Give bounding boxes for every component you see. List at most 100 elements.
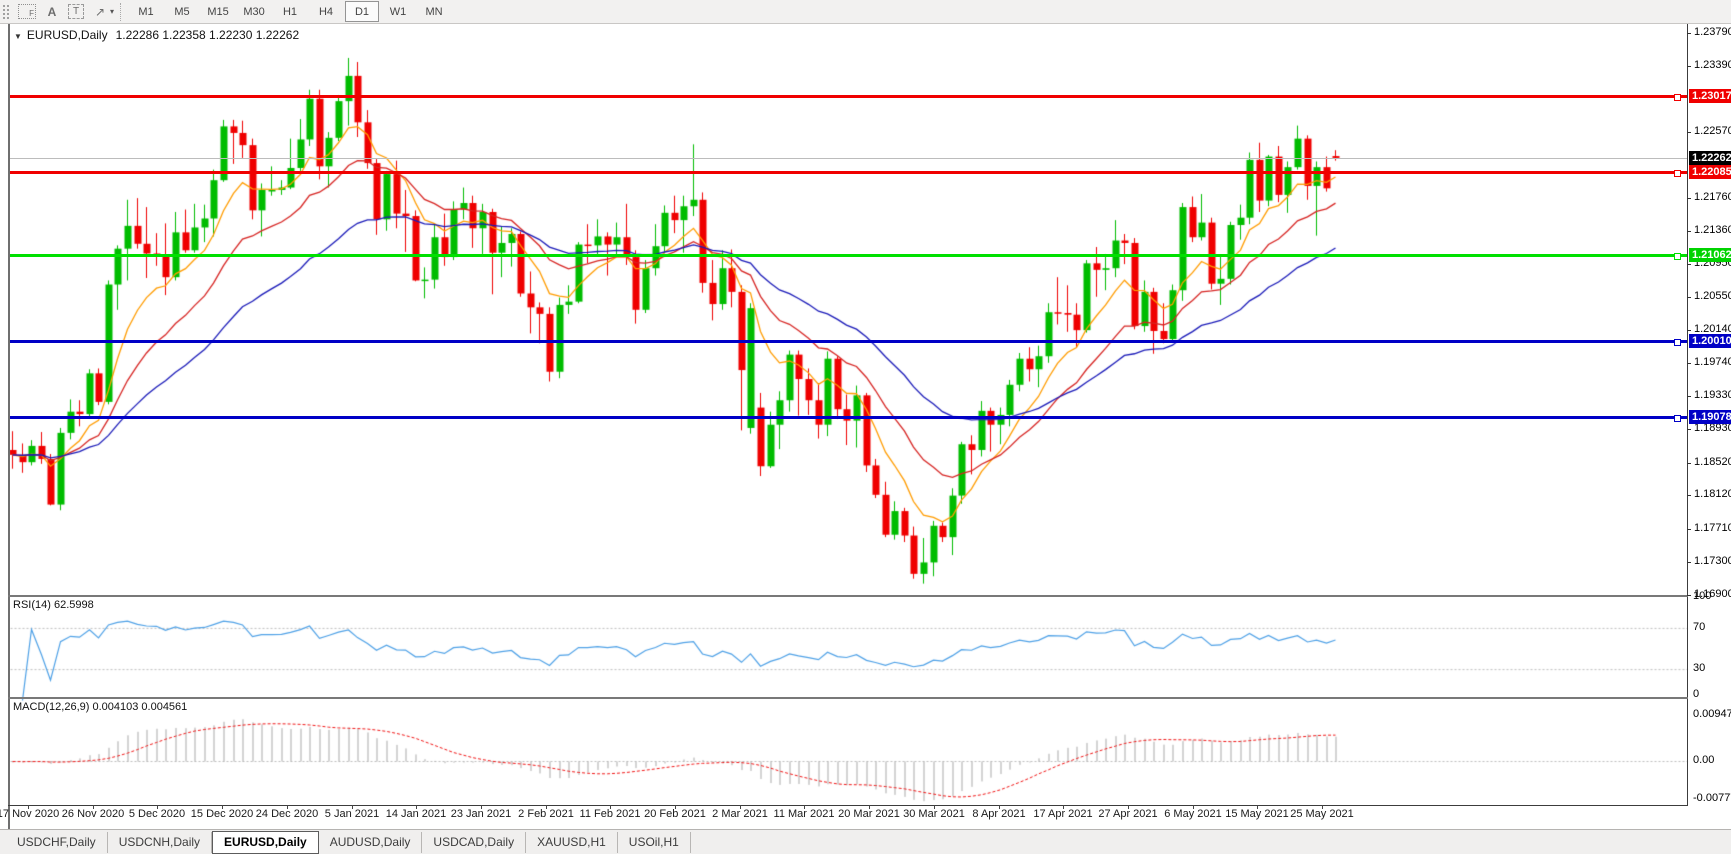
price-tick-label: 1.23390 <box>1694 59 1731 71</box>
price-tick-mark <box>1687 33 1691 34</box>
date-label: 15 May 2021 <box>1225 808 1289 820</box>
date-label: 8 Apr 2021 <box>972 808 1026 820</box>
date-tick-mark <box>1193 805 1194 809</box>
hline-handle[interactable] <box>1674 339 1681 346</box>
price-tick-mark <box>1687 132 1691 133</box>
price-tick-label: 1.18930 <box>1694 422 1731 434</box>
price-tick-mark <box>1687 231 1691 232</box>
chart-title: ▼ EURUSD,Daily 1.22286 1.22358 1.22230 1.2… <box>14 28 299 42</box>
price-axis-border <box>1687 23 1688 806</box>
date-axis-border <box>8 805 1688 806</box>
price-tick-mark <box>1687 595 1691 596</box>
horizontal-line-1.21062[interactable] <box>10 254 1687 257</box>
price-tick-label: 1.22570 <box>1694 125 1731 137</box>
toolbar-grip[interactable] <box>2 3 11 20</box>
date-label: 11 Feb 2021 <box>579 808 641 820</box>
price-line-label-1.19078: 1.19078 <box>1689 410 1731 424</box>
price-line-label-1.21062: 1.21062 <box>1689 248 1731 262</box>
date-tick-mark <box>1322 805 1323 809</box>
timeframe-button-h1[interactable]: H1 <box>282 5 298 18</box>
date-tick-mark <box>93 805 94 809</box>
price-tick-label: 1.19740 <box>1694 356 1731 368</box>
price-tick-label: 1.18120 <box>1694 488 1731 500</box>
date-label: 27 Apr 2021 <box>1098 808 1158 820</box>
price-tick-label: 1.19330 <box>1694 389 1731 401</box>
price-tick-label: 1.17300 <box>1694 555 1731 567</box>
chart-tab-usdchf-daily[interactable]: USDCHF,Daily <box>6 831 108 853</box>
timeframe-button-mn[interactable]: MN <box>425 5 443 18</box>
date-tick-mark <box>610 805 611 809</box>
chart-window-left-border <box>8 23 10 829</box>
dropdown-caret-icon[interactable]: ▾ <box>110 7 115 16</box>
chart-tab-audusd-daily[interactable]: AUDUSD,Daily <box>319 831 423 853</box>
price-line-label-1.22262: 1.22262 <box>1689 151 1731 165</box>
chart-tab-xauusd-h1[interactable]: XAUUSD,H1 <box>526 831 618 853</box>
timeframe-button-h4[interactable]: H4 <box>318 5 334 18</box>
date-tick-mark <box>481 805 482 809</box>
price-tick-label: 1.18520 <box>1694 456 1731 468</box>
price-tick-label: 1.23790 <box>1694 26 1731 38</box>
date-tick-mark <box>546 805 547 809</box>
rsi-pane-separator[interactable] <box>8 595 1688 597</box>
date-label: 14 Jan 2021 <box>385 808 447 820</box>
timeframe-button-m15[interactable]: M15 <box>207 5 229 18</box>
horizontal-line-1.2001[interactable] <box>10 340 1687 343</box>
macd-pane-separator[interactable] <box>8 697 1688 699</box>
timeframe-button-m30[interactable]: M30 <box>243 5 265 18</box>
date-label: 2 Mar 2021 <box>712 808 768 820</box>
date-tick-mark <box>222 805 223 809</box>
date-tick-mark <box>416 805 417 809</box>
timeframe-button-m1[interactable]: M1 <box>138 5 154 18</box>
collapse-icon[interactable]: ▼ <box>14 32 22 41</box>
date-tick-mark <box>287 805 288 809</box>
date-tick-mark <box>869 805 870 809</box>
hline-handle[interactable] <box>1674 415 1681 422</box>
date-label: 6 May 2021 <box>1164 808 1222 820</box>
timeframe-button-d1[interactable]: D1 <box>345 1 380 22</box>
macd-axis-label: -0.007778 <box>1693 791 1731 804</box>
rsi-axis-label: 30 <box>1693 662 1706 675</box>
date-label: 15 Dec 2020 <box>190 808 254 820</box>
price-tick-mark <box>1687 66 1691 67</box>
rsi-axis-label: 100 <box>1693 590 1712 602</box>
date-label: 17 Nov 2020 <box>0 808 60 820</box>
price-tick-mark <box>1687 463 1691 464</box>
chart-tab-usdcnh-daily[interactable]: USDCNH,Daily <box>108 831 213 853</box>
hline-handle[interactable] <box>1674 170 1681 177</box>
price-tick-label: 1.20140 <box>1694 323 1731 335</box>
date-tick-mark <box>1063 805 1064 809</box>
date-label: 25 May 2021 <box>1290 808 1354 820</box>
date-tick-mark <box>28 805 29 809</box>
timeframe-button-w1[interactable]: W1 <box>389 5 407 18</box>
date-tick-mark <box>740 805 741 809</box>
fibonacci-grid-icon[interactable]: F <box>18 4 36 19</box>
text-label-icon[interactable]: A <box>47 4 57 19</box>
price-tick-mark <box>1687 330 1691 331</box>
chart-tab-bar: USDCHF,Daily USDCNH,Daily EURUSD,Daily AUDU… <box>0 829 1731 854</box>
rsi-axis-label: 0 <box>1693 688 1700 700</box>
current-price-line <box>10 158 1687 159</box>
date-label: 26 Nov 2020 <box>61 808 125 820</box>
date-tick-mark <box>675 805 676 809</box>
horizontal-line-1.23017[interactable] <box>10 95 1687 98</box>
macd-axis-label: 0.009478 <box>1693 707 1731 720</box>
price-tick-mark <box>1687 363 1691 364</box>
price-line-label-1.22085: 1.22085 <box>1689 165 1731 179</box>
chart-tab-usdcad-daily[interactable]: USDCAD,Daily <box>422 831 527 853</box>
date-label: 20 Mar 2021 <box>838 808 900 820</box>
text-box-icon[interactable]: T <box>68 4 84 19</box>
chart-tab-usoil-h1[interactable]: USOil,H1 <box>618 831 691 853</box>
price-tick-mark <box>1687 562 1691 563</box>
chart-tab-eurusd-daily[interactable]: EURUSD,Daily <box>212 830 319 854</box>
date-label: 23 Jan 2021 <box>450 808 512 820</box>
hline-handle[interactable] <box>1674 94 1681 101</box>
arrows-tool-icon[interactable]: ↗ <box>94 4 106 19</box>
date-tick-mark <box>157 805 158 809</box>
timeframe-button-m5[interactable]: M5 <box>174 5 190 18</box>
hline-handle[interactable] <box>1674 253 1681 260</box>
horizontal-line-1.19078[interactable] <box>10 416 1687 419</box>
horizontal-line-1.22085[interactable] <box>10 171 1687 174</box>
rsi-axis-label: 70 <box>1693 620 1706 633</box>
